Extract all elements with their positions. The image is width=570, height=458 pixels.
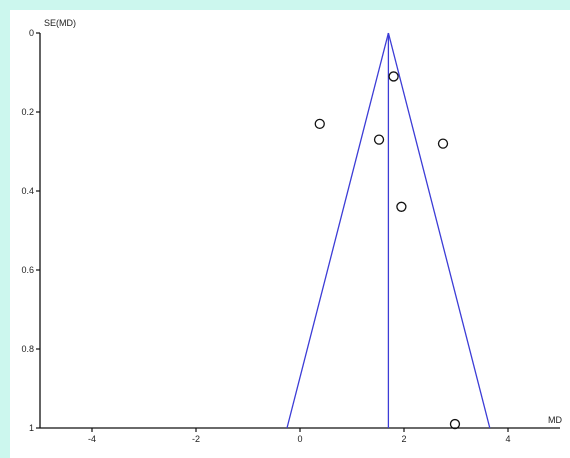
funnel [286, 32, 491, 429]
study-point [373, 134, 385, 145]
funnel-right-limit [387, 32, 491, 429]
y-tick-label: 0.2 [21, 107, 34, 117]
y-tick-label: 0 [29, 28, 34, 38]
x-tick-label: 0 [297, 434, 302, 444]
y-tick-label: 0.4 [21, 186, 34, 196]
y-tick-label: 0.6 [21, 265, 34, 275]
study-point [449, 418, 461, 430]
x-tick-label: -2 [192, 434, 200, 444]
study-points [314, 71, 461, 430]
x-tick-label: -4 [88, 434, 96, 444]
funnel-left-limit [286, 32, 390, 429]
axes: 0 0.2 0.4 0.6 0.8 1 -4 -2 0 2 4 [21, 28, 560, 444]
x-axis-title: MD [548, 415, 562, 425]
study-point [437, 138, 449, 149]
plot-panel [10, 10, 570, 458]
x-tick-label: 2 [401, 434, 406, 444]
x-tick-label: 4 [505, 434, 510, 444]
y-tick-label: 0.8 [21, 344, 34, 354]
y-tick-label: 1 [29, 423, 34, 433]
study-point [314, 118, 325, 129]
study-point [396, 201, 407, 212]
y-axis-title: SE(MD) [44, 18, 76, 28]
study-point [388, 71, 399, 82]
